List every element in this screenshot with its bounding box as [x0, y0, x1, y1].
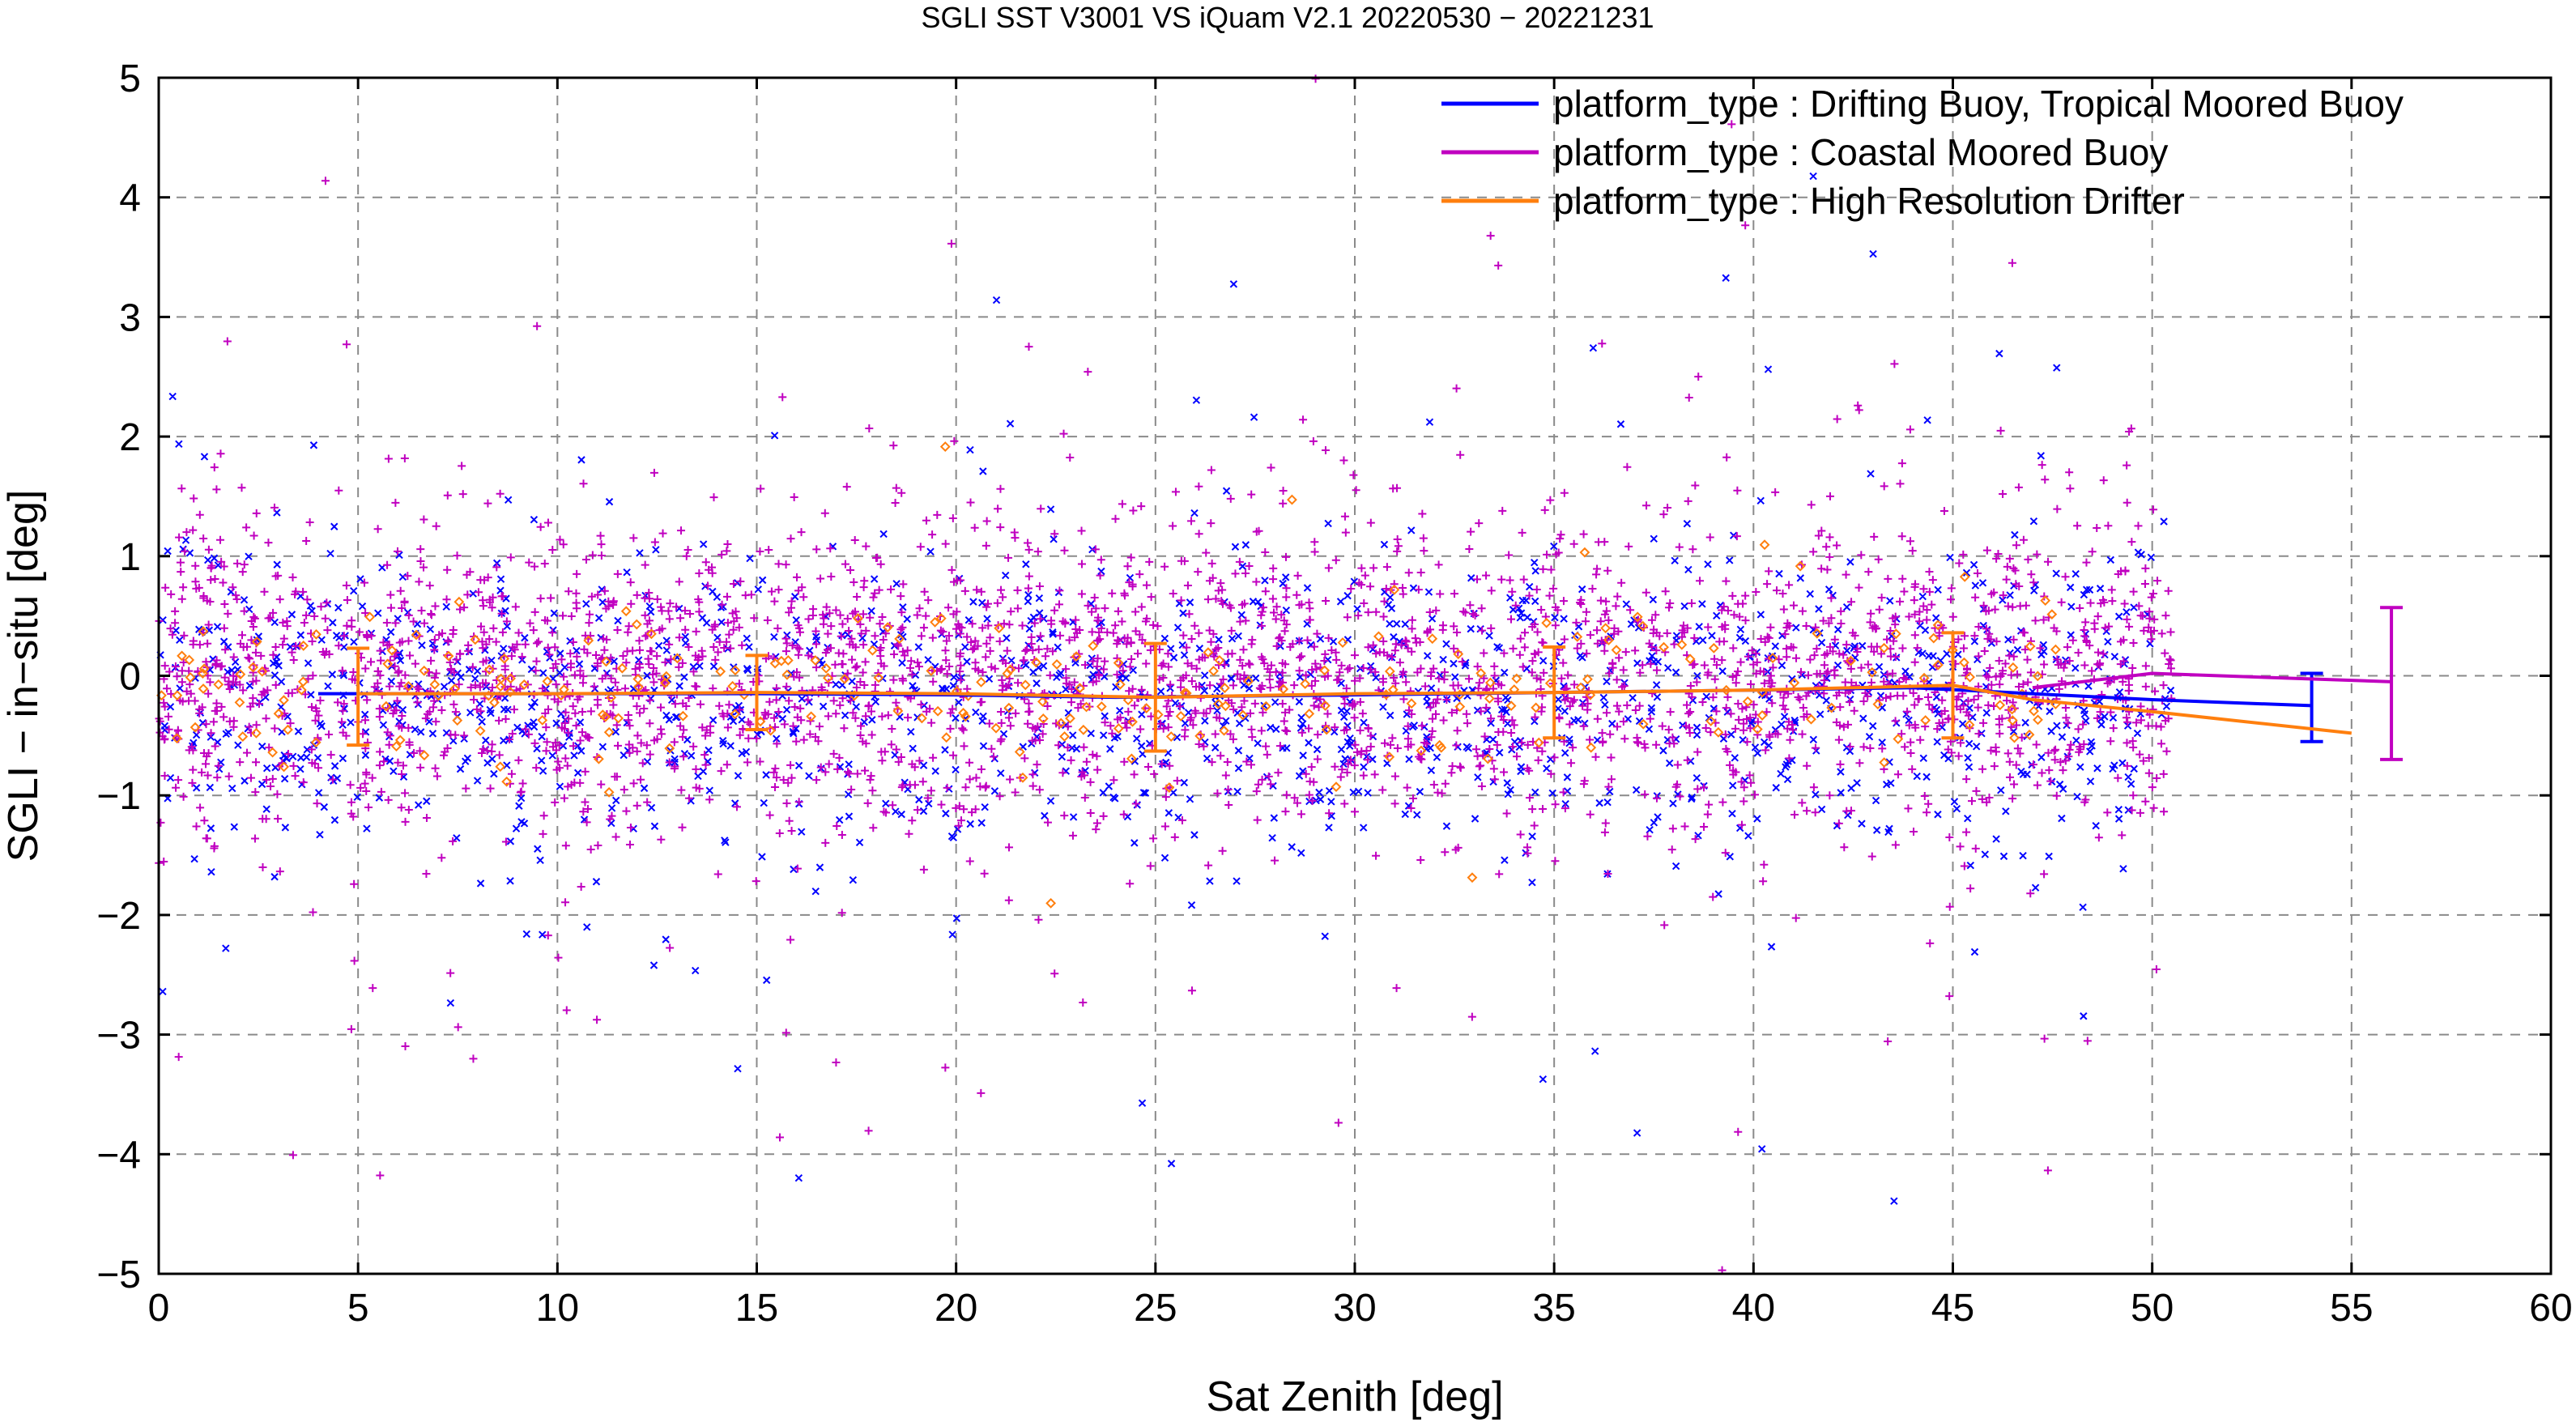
error-bar — [1941, 631, 1965, 740]
mean-line-2 — [358, 683, 2352, 735]
y-tick-label: 1 — [119, 536, 141, 579]
legend: platform_type : Drifting Buoy, Tropical … — [1441, 83, 2404, 222]
error-bar — [1543, 645, 1566, 740]
x-tick-label: 35 — [1532, 1287, 1575, 1330]
y-tick-label: 0 — [119, 656, 141, 699]
error-bar — [1143, 641, 1167, 753]
x-tick-label: 10 — [536, 1287, 579, 1330]
error-bar — [2380, 606, 2404, 761]
legend-label: platform_type : Drifting Buoy, Tropical … — [1553, 83, 2404, 125]
scatter-points-2 — [156, 441, 2061, 909]
x-tick-label: 40 — [1732, 1287, 1775, 1330]
chart-title: SGLI SST V3001 VS iQuam V2.1 20220530 − … — [922, 1, 1654, 34]
x-tick-label: 30 — [1333, 1287, 1376, 1330]
scatter-series-1 — [155, 75, 2176, 1275]
x-tick-label: 60 — [2529, 1287, 2572, 1330]
x-tick-label: 15 — [735, 1287, 778, 1330]
y-tick-label: 4 — [119, 177, 141, 220]
y-tick-label: 5 — [119, 57, 141, 100]
y-tick-label: 2 — [119, 416, 141, 459]
x-tick-label: 50 — [2131, 1287, 2174, 1330]
y-tick-label: −4 — [96, 1134, 141, 1177]
x-tick-label: 5 — [347, 1287, 369, 1330]
x-tick-label: 55 — [2330, 1287, 2373, 1330]
scatter-series-2 — [156, 441, 2061, 909]
y-tick-label: 3 — [119, 296, 141, 339]
x-axis-label: Sat Zenith [deg] — [1206, 1373, 1503, 1420]
y-tick-label: −3 — [96, 1015, 141, 1058]
legend-label: platform_type : Coastal Moored Buoy — [1553, 131, 2168, 173]
x-tick-label: 0 — [148, 1287, 170, 1330]
x-tick-label: 25 — [1134, 1287, 1177, 1330]
y-tick-label: −2 — [96, 895, 141, 938]
legend-entry: platform_type : Drifting Buoy, Tropical … — [1441, 83, 2404, 125]
error-bar — [347, 646, 370, 747]
mean-line-1 — [2032, 671, 2392, 690]
y-tick-label: −5 — [96, 1254, 141, 1296]
y-tick-label: −1 — [96, 775, 141, 818]
legend-entry: platform_type : Coastal Moored Buoy — [1441, 131, 2168, 173]
y-axis-label: SGLI − in−situ [deg] — [0, 490, 47, 862]
error-bar — [745, 654, 769, 731]
legend-entry: platform_type : High Resolution Drifter — [1441, 180, 2185, 222]
mean-lines — [317, 606, 2404, 761]
x-tick-label: 45 — [1931, 1287, 1974, 1330]
x-tick-label: 20 — [935, 1287, 977, 1330]
grid — [159, 78, 2551, 1274]
legend-label: platform_type : High Resolution Drifter — [1553, 180, 2185, 222]
scatter-points — [155, 75, 2176, 1275]
scatter-points-1 — [155, 75, 2176, 1275]
